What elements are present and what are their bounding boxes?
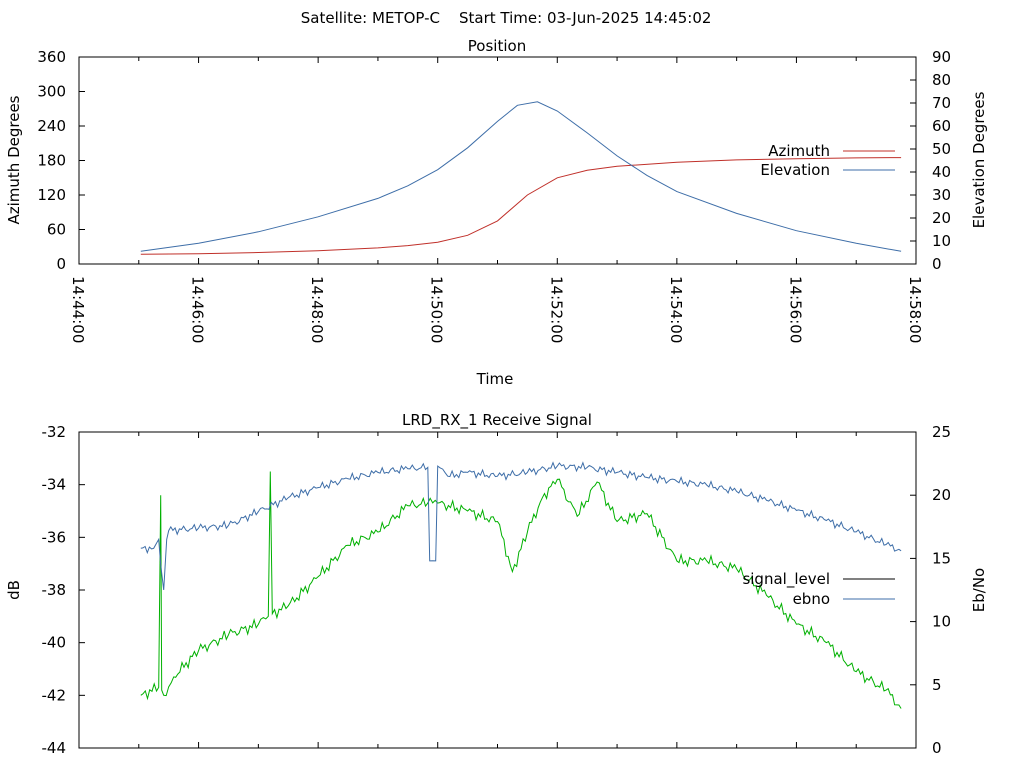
y2-tick-label: 20 xyxy=(932,209,951,227)
y-tick-label: -32 xyxy=(42,423,67,441)
y2-tick-label: 40 xyxy=(932,163,951,181)
satellite-label: Satellite: METOP-C xyxy=(301,9,440,27)
receive-signal-y-label: dB xyxy=(5,580,23,600)
y-tick-label: 240 xyxy=(37,117,66,135)
legend-label: Azimuth xyxy=(768,142,830,160)
y2-tick-label: 20 xyxy=(932,486,951,504)
receive-signal-series xyxy=(140,461,902,709)
position-y-label: Azimuth Degrees xyxy=(5,95,23,224)
legend-label: Elevation xyxy=(760,161,830,179)
start-time-label: Start Time: 03-Jun-2025 14:45:02 xyxy=(459,9,711,27)
y-tick-label: 180 xyxy=(37,152,66,170)
x-tick-label: 14:54:00 xyxy=(667,276,685,343)
receive-signal-y2-label: Eb/No xyxy=(970,568,988,612)
receive-signal-axes: -32 -34 -36 -38 -40 -42 -44 0 5 10 15 20 25 xyxy=(42,423,952,757)
x-tick-label: 14:48:00 xyxy=(308,276,326,343)
y2-tick-label: 90 xyxy=(932,48,951,66)
y-tick-label: -34 xyxy=(42,476,67,494)
y2-tick-label: 70 xyxy=(932,94,951,112)
x-tick-label: 14:56:00 xyxy=(786,276,804,343)
receive-signal-chart-title: LRD_RX_1 Receive Signal xyxy=(402,411,592,430)
x-tick-label: 14:52:00 xyxy=(547,276,565,343)
receive-signal-chart: LRD_RX_1 Receive Signal dB Eb/No -32-34-… xyxy=(5,411,988,757)
y2-tick-label: 0 xyxy=(932,255,942,273)
position-series-line-azimuth xyxy=(140,157,902,255)
y-tick-label: -42 xyxy=(42,686,67,704)
y2-tick-label: 30 xyxy=(932,186,951,204)
y2-tick-label: 5 xyxy=(932,676,942,694)
y-tick-label: -36 xyxy=(42,528,67,546)
position-chart-title: Position xyxy=(468,37,526,55)
receive-signal-plot-frame xyxy=(78,431,917,749)
position-axes: 0 60 120 180 240 300 360 0 10 20 30 40 50 60 70 80 90 14:… xyxy=(37,48,951,343)
x-tick-label: 14:44:00 xyxy=(69,276,87,343)
position-series xyxy=(140,101,902,255)
y2-tick-label: 0 xyxy=(932,739,942,757)
x-tick-label: 14:50:00 xyxy=(428,276,446,343)
y2-tick-label: 15 xyxy=(932,549,951,567)
y2-tick-label: 80 xyxy=(932,71,951,89)
receive-series-line-ebno xyxy=(140,461,902,591)
y-tick-label: 120 xyxy=(37,186,66,204)
legend-label: signal_level xyxy=(742,570,830,589)
y2-tick-label: 10 xyxy=(932,232,951,250)
y2-tick-label: 50 xyxy=(932,140,951,158)
y2-tick-label: 10 xyxy=(932,613,951,631)
x-tick-label: 14:46:00 xyxy=(189,276,207,343)
y-tick-label: 60 xyxy=(47,221,66,239)
position-chart: Position Time Azimuth Degrees Elevation … xyxy=(5,37,988,388)
y2-tick-label: 25 xyxy=(932,423,951,441)
y-tick-label: 0 xyxy=(56,255,66,273)
y-tick-label: -40 xyxy=(42,634,67,652)
position-y2-label: Elevation Degrees xyxy=(970,91,988,228)
x-tick-label: 14:58:00 xyxy=(906,276,924,343)
y-tick-label: -38 xyxy=(42,581,67,599)
receive-series-line-signal-level xyxy=(140,471,902,709)
y-tick-label: 300 xyxy=(37,83,66,101)
y2-tick-label: 60 xyxy=(932,117,951,135)
position-x-label: Time xyxy=(476,370,514,388)
legend-label: ebno xyxy=(793,590,830,608)
position-series-line-elevation xyxy=(140,101,902,252)
y-tick-label: -44 xyxy=(42,739,67,757)
y-tick-label: 360 xyxy=(37,48,66,66)
